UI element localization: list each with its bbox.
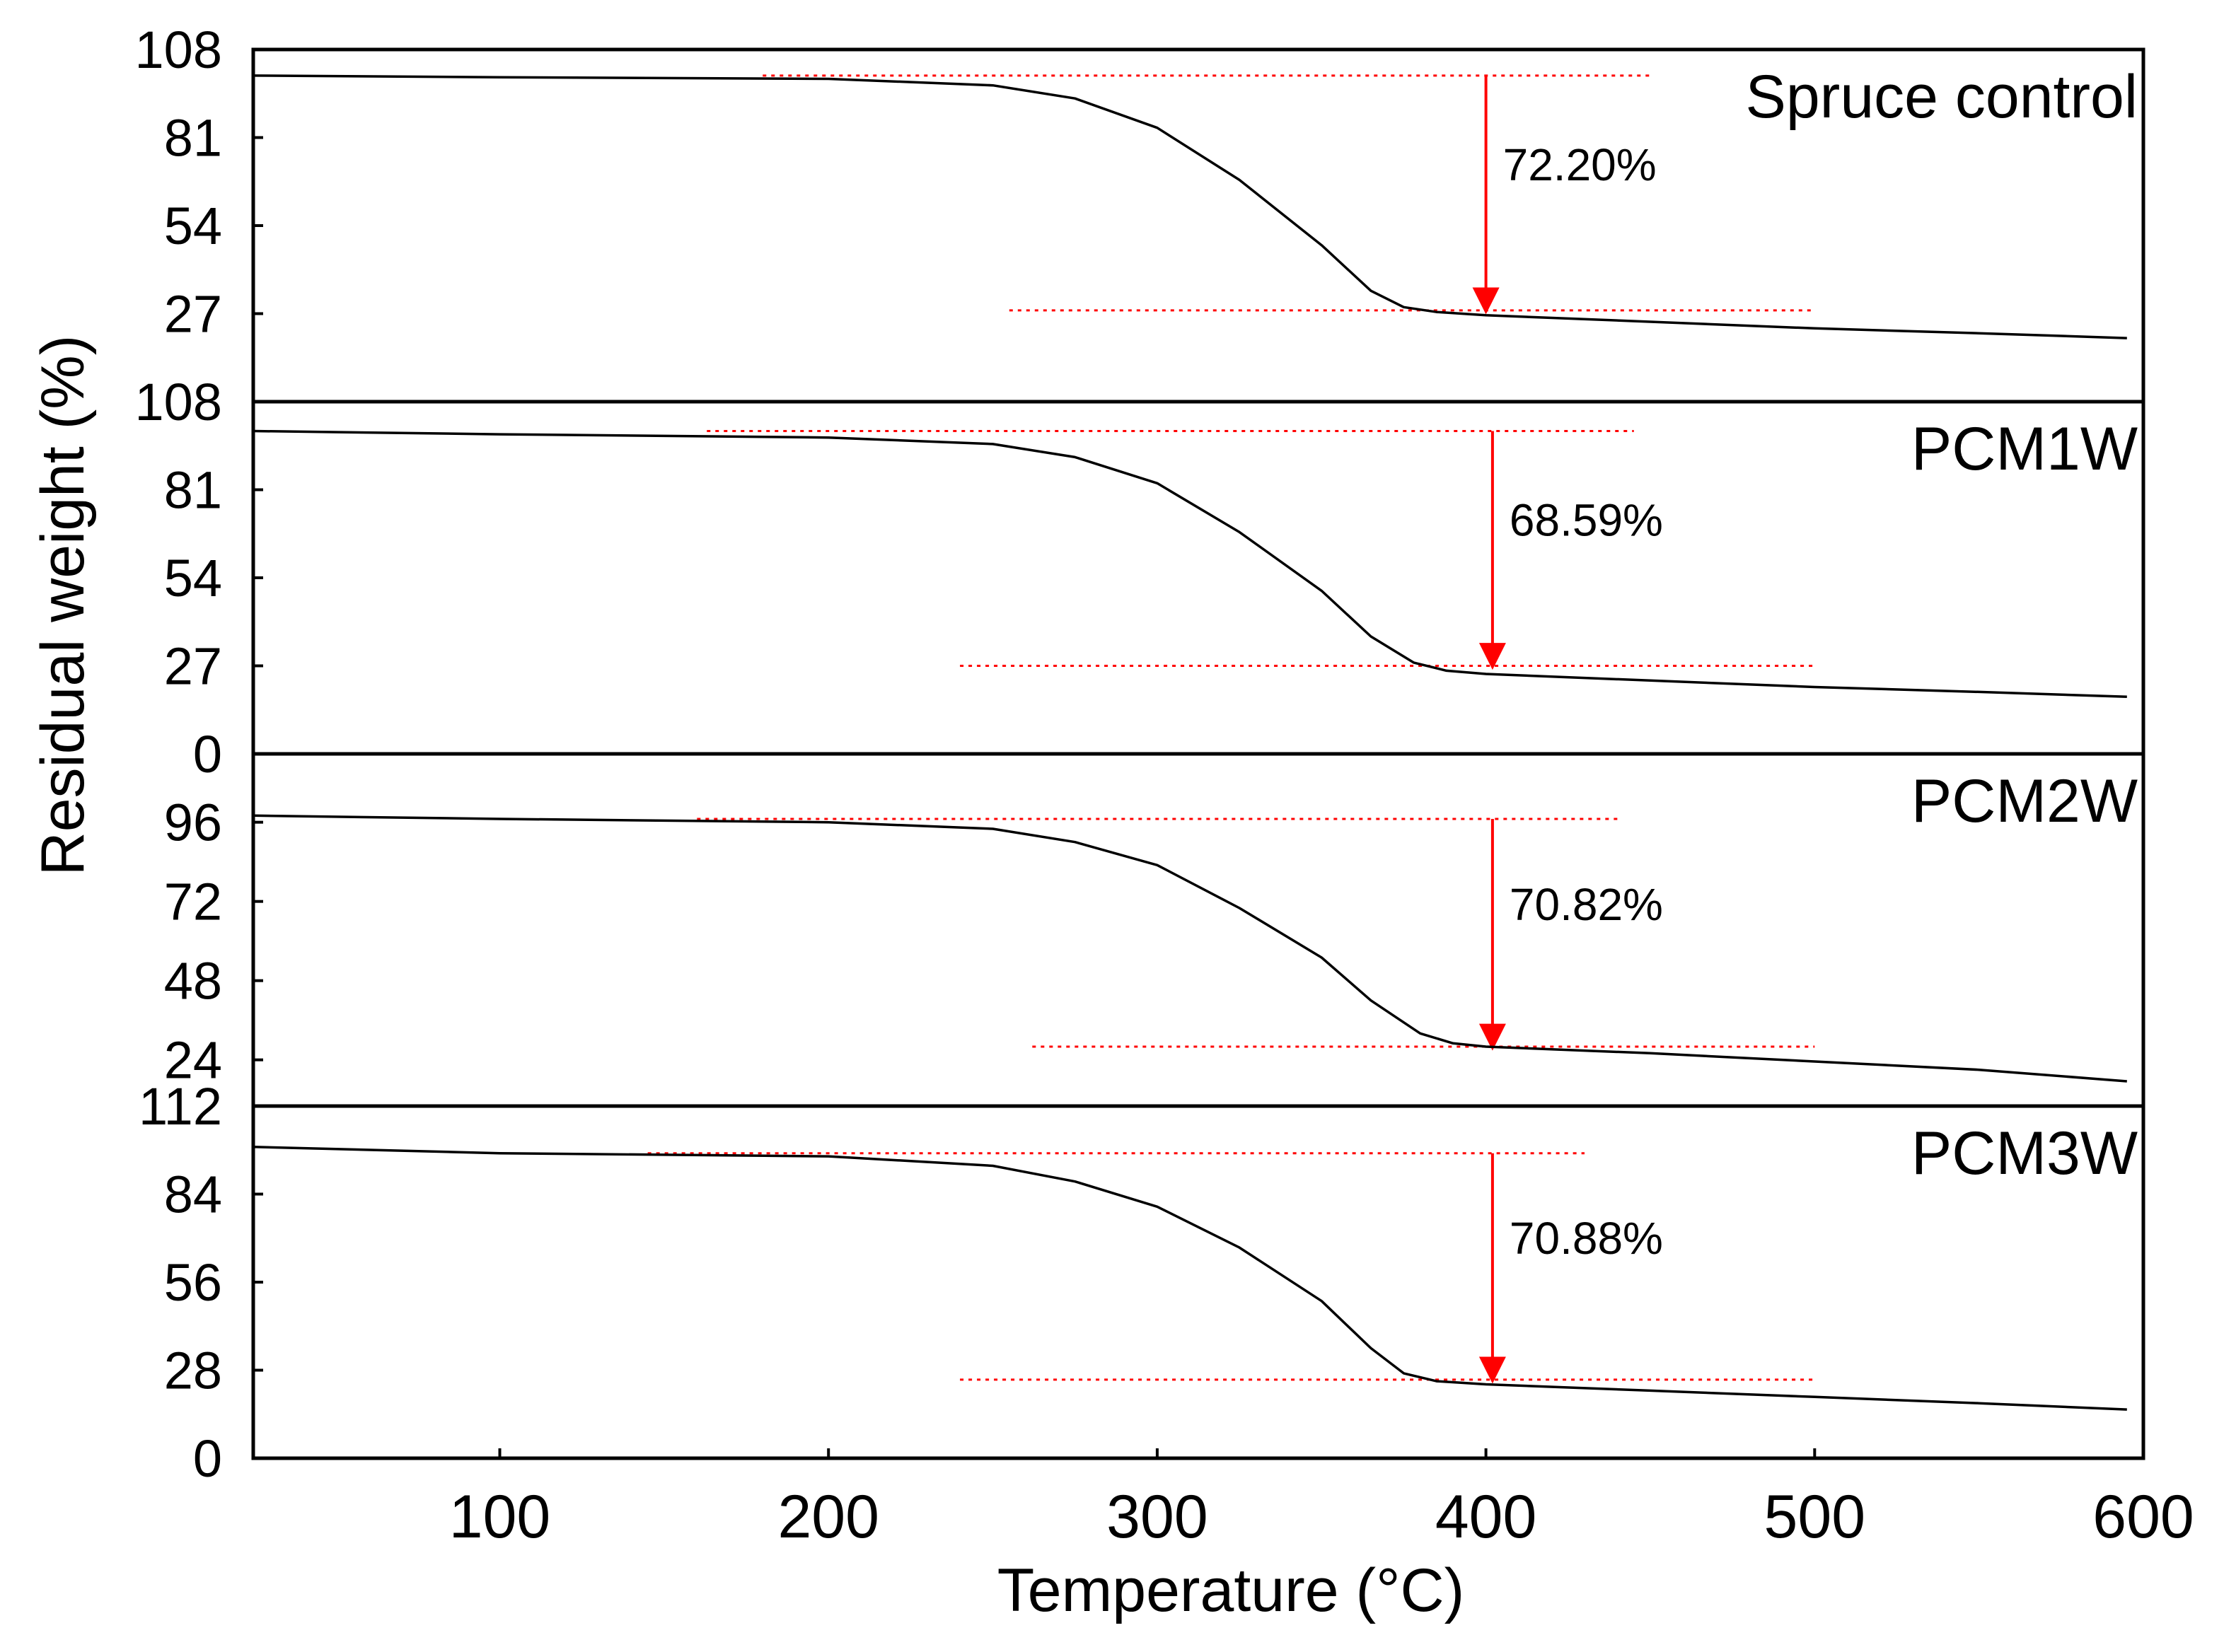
panel-title: Spruce control bbox=[1745, 63, 2138, 131]
y-tick-label: 27 bbox=[164, 637, 222, 696]
x-tick-label: 300 bbox=[1106, 1483, 1208, 1551]
y-tick-label: 28 bbox=[164, 1342, 222, 1400]
y-tick-label: 48 bbox=[164, 952, 222, 1011]
y-tick-label: 81 bbox=[164, 109, 222, 168]
x-tick-label: 200 bbox=[777, 1483, 879, 1551]
y-tick-label: 0 bbox=[193, 1429, 222, 1488]
x-tick-label: 400 bbox=[1435, 1483, 1537, 1551]
tga-curve-pcm1w bbox=[253, 429, 2127, 699]
panel-frame-4 bbox=[251, 1104, 2145, 1460]
panel-title: PCM3W bbox=[1911, 1119, 2138, 1187]
y-tick-label: 112 bbox=[139, 1077, 222, 1136]
tga-curve-pcm2w bbox=[253, 814, 2127, 1083]
mass-loss-label: 68.59% bbox=[1510, 495, 1663, 546]
y-axis-label: Residual weight (%) bbox=[29, 335, 97, 876]
y-tick-label: 56 bbox=[164, 1253, 222, 1312]
y-tick-label: 84 bbox=[164, 1165, 222, 1224]
y-tick-label: 72 bbox=[164, 873, 222, 931]
mass-loss-label: 72.20% bbox=[1503, 139, 1657, 190]
x-tick-label: 100 bbox=[449, 1483, 551, 1551]
y-tick-label: 108 bbox=[135, 373, 222, 431]
y-tick-label: 54 bbox=[164, 197, 222, 255]
x-axis-label: Temperature (°C) bbox=[997, 1557, 1464, 1624]
y-tick-label: 0 bbox=[193, 725, 222, 784]
y-tick-label: 27 bbox=[164, 285, 222, 344]
mass-loss-label: 70.82% bbox=[1510, 879, 1663, 930]
tga-curve-pcm3w bbox=[253, 1146, 2127, 1411]
y-tick-label: 81 bbox=[164, 461, 222, 520]
tga-curve-spruce-control bbox=[253, 74, 2127, 339]
y-tick-label: 108 bbox=[135, 21, 222, 79]
panel-title: PCM2W bbox=[1911, 767, 2138, 835]
panel-title: PCM1W bbox=[1911, 415, 2138, 483]
y-tick-label: 54 bbox=[164, 549, 222, 607]
mass-loss-label: 70.88% bbox=[1510, 1213, 1663, 1264]
panel-frame-3 bbox=[251, 752, 2145, 1108]
x-tick-label: 500 bbox=[1764, 1483, 1866, 1551]
y-tick-label: 96 bbox=[164, 793, 222, 852]
y-tick-label: 24 bbox=[164, 1031, 222, 1090]
panel-frame-2 bbox=[251, 400, 2145, 756]
x-tick-label: 600 bbox=[2092, 1483, 2194, 1551]
